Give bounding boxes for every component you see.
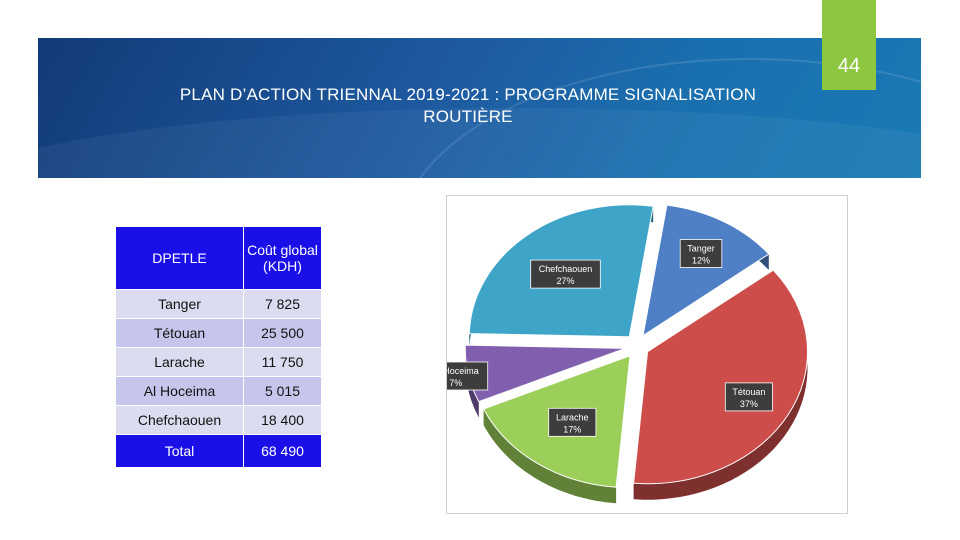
row-label: Tanger — [115, 289, 244, 319]
row-value: 5 015 — [243, 376, 322, 406]
title-banner: PLAN D’ACTION TRIENNAL 2019-2021 : PROGR… — [38, 38, 921, 178]
pie-label-percent: 27% — [556, 276, 574, 286]
pie-label-box — [724, 382, 773, 412]
pie-label-1: Tétouan 37% — [724, 382, 773, 412]
table-row: Larache 11 750 — [115, 347, 322, 377]
pie-slice-side-2 — [483, 409, 617, 504]
table-row: Tétouan 25 500 — [115, 318, 322, 348]
total-label: Total — [115, 434, 244, 468]
pie-slice-side-3 — [465, 345, 479, 418]
pie-chart: Tanger 12% Tétouan 37% Larache 17% Al Hoceima 7… — [447, 204, 809, 504]
title-line-1: PLAN D’ACTION TRIENNAL 2019-2021 : PROGR… — [179, 85, 757, 104]
pie-label-name: Al Hoceima — [447, 366, 479, 376]
pie-label-box — [679, 239, 723, 268]
pie-label-0: Tanger 12% — [679, 239, 723, 268]
pie-label-percent: 37% — [740, 399, 758, 409]
row-label: Tétouan — [115, 318, 244, 348]
header-cout-global: Coût global (KDH) — [243, 226, 322, 290]
slide-title: PLAN D’ACTION TRIENNAL 2019-2021 : PROGR… — [98, 84, 838, 128]
pie-label-name: Tétouan — [732, 387, 765, 397]
cost-table: DPETLE Coût global (KDH) Tanger 7 825 Té… — [115, 226, 322, 468]
row-label: Larache — [115, 347, 244, 377]
pie-label-3: Al Hoceima 7% — [447, 361, 489, 391]
pie-label-box — [530, 259, 601, 289]
table-header-row: DPETLE Coût global (KDH) — [115, 226, 322, 290]
table-row: Tanger 7 825 — [115, 289, 322, 319]
pie-label-4: Chefchaouen 27% — [530, 259, 601, 289]
pie-label-name: Tanger — [687, 244, 715, 254]
page-number-tab: 44 — [822, 0, 876, 90]
row-value: 7 825 — [243, 289, 322, 319]
pie-label-box — [548, 407, 597, 437]
row-label: Chefchaouen — [115, 405, 244, 435]
row-value: 25 500 — [243, 318, 322, 348]
pie-slice-1 — [633, 269, 809, 485]
pie-chart-frame: Tanger 12% Tétouan 37% Larache 17% Al Hoceima 7… — [446, 195, 848, 514]
table-row: Chefchaouen 18 400 — [115, 405, 322, 435]
pie-label-name: Chefchaouen — [539, 264, 593, 274]
total-value: 68 490 — [243, 434, 322, 468]
header-dpetle: DPETLE — [115, 226, 244, 290]
pie-slice-0 — [642, 204, 770, 337]
pie-label-percent: 7% — [449, 378, 462, 388]
title-line-2: ROUTIÈRE — [423, 107, 513, 126]
pie-label-2: Larache 17% — [548, 407, 597, 437]
row-value: 11 750 — [243, 347, 322, 377]
table-total-row: Total 68 490 — [115, 434, 322, 468]
pie-label-percent: 17% — [563, 424, 581, 434]
pie-label-box — [447, 361, 489, 391]
table-row: Al Hoceima 5 015 — [115, 376, 322, 406]
row-value: 18 400 — [243, 405, 322, 435]
row-label: Al Hoceima — [115, 376, 244, 406]
page-number: 44 — [837, 55, 861, 77]
pie-label-name: Larache — [556, 412, 589, 422]
pie-label-percent: 12% — [692, 256, 710, 266]
